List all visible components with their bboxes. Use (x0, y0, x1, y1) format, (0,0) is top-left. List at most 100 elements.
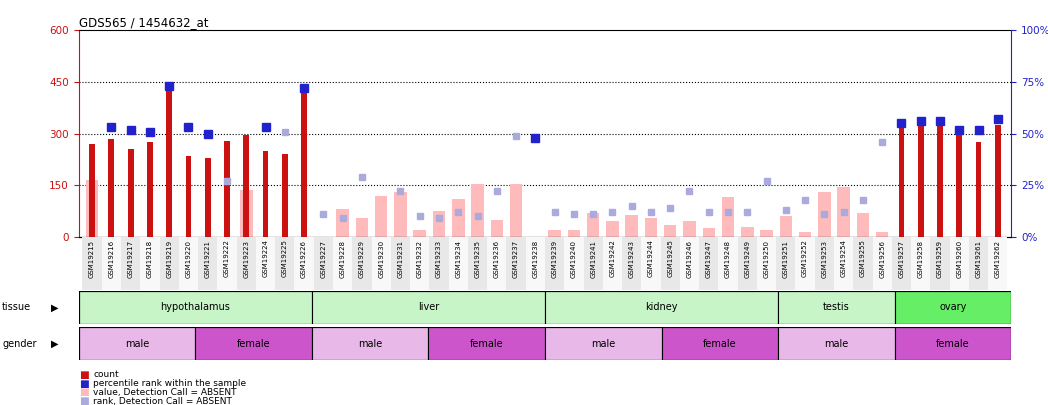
Bar (167, 82, 172, 237)
Text: female: female (703, 339, 737, 349)
Text: GSM19255: GSM19255 (860, 240, 866, 277)
Bar (777, 237, 795, 290)
Text: GDS565 / 1454632_at: GDS565 / 1454632_at (79, 16, 209, 29)
Bar (433, 211, 445, 237)
Bar (336, 209, 349, 237)
Text: female: female (237, 339, 270, 349)
Text: GSM19245: GSM19245 (668, 240, 673, 277)
Text: GSM19218: GSM19218 (147, 240, 153, 278)
Bar (892, 237, 911, 290)
Bar (159, 237, 179, 290)
Bar (452, 199, 464, 237)
Text: GSM19223: GSM19223 (243, 240, 249, 277)
Bar (413, 230, 425, 237)
Bar (699, 237, 718, 290)
Bar (757, 237, 777, 290)
Text: GSM19238: GSM19238 (532, 240, 539, 278)
Text: GSM19222: GSM19222 (224, 240, 230, 277)
Bar (83, 237, 102, 290)
Bar (645, 218, 657, 237)
Bar (487, 237, 506, 290)
Text: GSM19228: GSM19228 (340, 240, 346, 277)
Bar (128, 149, 133, 237)
Bar (224, 141, 230, 237)
Bar (895, 291, 1011, 324)
Bar (263, 151, 268, 237)
Text: male: male (591, 339, 615, 349)
Bar (509, 183, 522, 237)
Bar (312, 291, 545, 324)
Bar (741, 227, 754, 237)
Bar (895, 327, 1011, 360)
Text: GSM19249: GSM19249 (744, 240, 750, 277)
Bar (853, 237, 873, 290)
Text: ovary: ovary (939, 303, 966, 312)
Bar (282, 154, 288, 237)
Bar (449, 237, 467, 290)
Text: GSM19221: GSM19221 (204, 240, 211, 277)
Bar (375, 196, 388, 237)
Text: GSM19247: GSM19247 (705, 240, 712, 277)
Bar (312, 327, 429, 360)
Text: GSM19253: GSM19253 (822, 240, 827, 277)
Text: count: count (93, 370, 118, 379)
Bar (179, 237, 198, 290)
Bar (256, 237, 276, 290)
Bar (109, 139, 114, 237)
Bar (545, 327, 661, 360)
Bar (467, 237, 487, 290)
Text: male: male (825, 339, 849, 349)
Bar (876, 232, 889, 237)
Bar (564, 237, 584, 290)
Bar (313, 237, 333, 290)
Bar (506, 237, 526, 290)
Text: testis: testis (823, 303, 850, 312)
Bar (760, 230, 772, 237)
Text: GSM19258: GSM19258 (918, 240, 923, 277)
Text: ▶: ▶ (50, 339, 59, 349)
Bar (568, 230, 581, 237)
Bar (795, 237, 814, 290)
Bar (584, 237, 603, 290)
Text: GSM19220: GSM19220 (185, 240, 192, 277)
Bar (587, 213, 599, 237)
Bar (957, 134, 962, 237)
Bar (204, 158, 211, 237)
Bar (814, 237, 834, 290)
Bar (995, 125, 1001, 237)
Bar (976, 142, 981, 237)
Text: GSM19250: GSM19250 (764, 240, 769, 277)
Bar (333, 237, 352, 290)
Text: GSM19242: GSM19242 (609, 240, 615, 277)
Bar (834, 237, 853, 290)
Text: GSM19256: GSM19256 (879, 240, 886, 277)
Bar (276, 237, 294, 290)
Text: ■: ■ (79, 396, 88, 405)
Bar (722, 197, 735, 237)
Text: GSM19215: GSM19215 (89, 240, 95, 277)
Bar (660, 237, 680, 290)
Text: GSM19257: GSM19257 (898, 240, 904, 277)
Bar (490, 220, 503, 237)
Bar (664, 225, 677, 237)
Bar (683, 222, 696, 237)
Bar (545, 237, 564, 290)
Bar (391, 237, 410, 290)
Bar (626, 215, 638, 237)
Bar (243, 135, 249, 237)
Text: female: female (470, 339, 503, 349)
Bar (185, 156, 192, 237)
Bar (603, 237, 623, 290)
Bar (86, 180, 99, 237)
Bar (911, 237, 931, 290)
Bar (937, 123, 943, 237)
Bar (429, 327, 545, 360)
Bar (988, 237, 1007, 290)
Bar (217, 237, 237, 290)
Bar (702, 228, 715, 237)
Text: tissue: tissue (2, 303, 31, 312)
Bar (818, 192, 831, 237)
Bar (198, 237, 217, 290)
Bar (394, 192, 407, 237)
Text: GSM19229: GSM19229 (358, 240, 365, 277)
